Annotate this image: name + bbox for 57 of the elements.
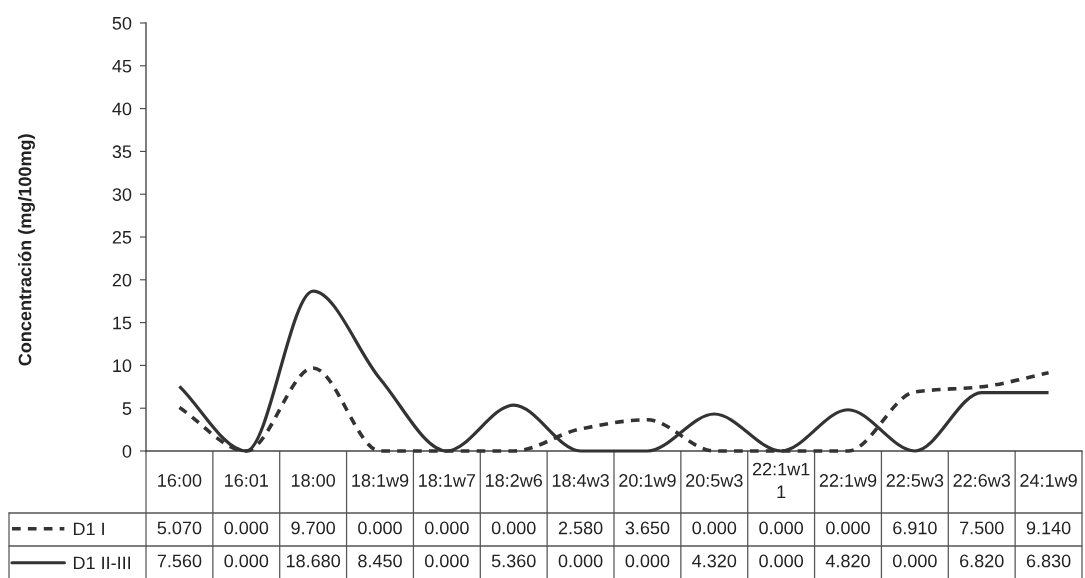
y-tick-label: 5 bbox=[122, 402, 132, 415]
x-tick-label: 18:1w7 bbox=[419, 474, 476, 487]
data-label: 6.910 bbox=[893, 521, 937, 535]
data-label: 2.580 bbox=[558, 521, 603, 535]
data-label: 6.820 bbox=[960, 554, 1004, 568]
data-label: 8.450 bbox=[358, 554, 402, 568]
data-label: 0.000 bbox=[625, 554, 670, 568]
data-label: 0.000 bbox=[424, 521, 469, 535]
x-tick-label: 22:5w3 bbox=[886, 474, 944, 487]
y-tick-label: 35 bbox=[112, 145, 132, 159]
data-label: 7.500 bbox=[960, 521, 1004, 535]
y-tick-label: 15 bbox=[113, 316, 132, 330]
x-tick-label: 18:1w9 bbox=[352, 474, 409, 487]
data-label: 5.360 bbox=[491, 554, 536, 568]
legend-label: D1 I bbox=[73, 522, 104, 536]
y-tick-label: 0 bbox=[122, 444, 132, 458]
data-label: 0.000 bbox=[224, 554, 269, 568]
data-label: 7.560 bbox=[157, 554, 202, 568]
data-label: 9.700 bbox=[291, 521, 336, 535]
y-tick-label: 45 bbox=[112, 59, 132, 73]
data-label: 3.650 bbox=[625, 521, 670, 535]
data-label: 4.320 bbox=[692, 554, 737, 568]
data-label: 0.000 bbox=[491, 521, 536, 535]
y-tick-label: 50 bbox=[112, 16, 132, 30]
data-label: 18.680 bbox=[286, 554, 341, 568]
data-label: 5.070 bbox=[157, 521, 202, 535]
x-tick-label: 22:1w9 bbox=[819, 474, 877, 487]
x-tick-label: 22:1w1 1 bbox=[752, 462, 810, 499]
data-label: 6.830 bbox=[1026, 554, 1071, 568]
data-label: 0.000 bbox=[759, 554, 804, 568]
x-tick-label: 18:4w3 bbox=[552, 474, 609, 487]
data-label: 0.000 bbox=[892, 554, 937, 568]
data-label: 0.000 bbox=[424, 554, 469, 568]
x-tick-label: 16:01 bbox=[225, 474, 268, 487]
x-tick-label: 18:2w6 bbox=[485, 474, 543, 487]
y-tick-label: 10 bbox=[113, 359, 132, 373]
y-axis-title: Concentración (mg/100mg) bbox=[17, 134, 35, 366]
x-tick-label: 22:6w3 bbox=[953, 474, 1011, 487]
y-tick-label: 40 bbox=[112, 102, 132, 116]
x-tick-label: 20:5w3 bbox=[686, 474, 743, 487]
data-label: 4.820 bbox=[825, 554, 870, 568]
y-tick-label: 20 bbox=[112, 273, 132, 287]
x-tick-label: 20:1w9 bbox=[619, 474, 676, 487]
x-tick-label: 16:00 bbox=[158, 474, 202, 487]
data-label: 0.000 bbox=[558, 554, 603, 568]
x-tick-label: 18:00 bbox=[291, 474, 336, 487]
x-tick-label: 24:1w9 bbox=[1020, 474, 1077, 487]
y-tick-label: 25 bbox=[112, 230, 132, 244]
data-label: 0.000 bbox=[692, 521, 737, 535]
data-label: 0.000 bbox=[224, 521, 269, 535]
data-label: 0.000 bbox=[826, 521, 870, 535]
data-label: 9.140 bbox=[1026, 521, 1071, 535]
legend-label: D1 II-III bbox=[73, 556, 131, 570]
line-series bbox=[177, 289, 1051, 453]
y-tick-label: 30 bbox=[112, 188, 132, 201]
data-label: 0.000 bbox=[358, 521, 402, 535]
data-label: 0.000 bbox=[759, 521, 804, 535]
